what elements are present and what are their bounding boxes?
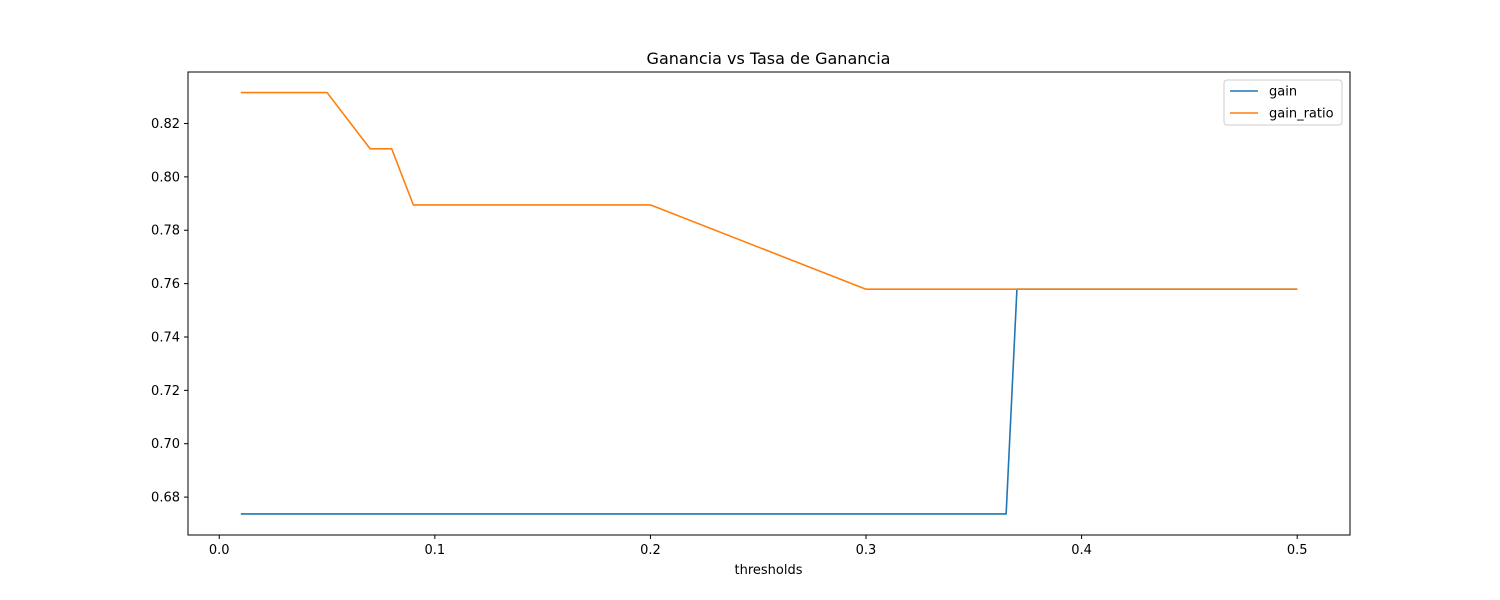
y-tick-label: 0.78 xyxy=(151,224,180,239)
series-line-gain_ratio xyxy=(240,91,1298,291)
x-tick-label: 0.0 xyxy=(209,543,230,558)
x-tick-label: 0.3 xyxy=(856,543,877,558)
chart-title: Ganancia vs Tasa de Ganancia xyxy=(647,49,891,68)
y-tick-label: 0.80 xyxy=(151,170,180,185)
x-tick-label: 0.2 xyxy=(640,543,661,558)
y-tick-label: 0.76 xyxy=(151,277,180,292)
legend-label-gain: gain xyxy=(1269,85,1297,100)
legend: gain gain_ratio xyxy=(1223,79,1343,126)
series-lines xyxy=(240,91,1298,515)
plot-area-frame xyxy=(187,71,1351,536)
y-tick-label: 0.68 xyxy=(151,491,180,506)
x-axis: 0.0 0.1 0.2 0.3 0.4 0.5 xyxy=(209,535,1308,558)
y-tick-label: 0.70 xyxy=(151,437,180,452)
legend-label-gain_ratio: gain_ratio xyxy=(1269,107,1334,122)
y-tick-label: 0.74 xyxy=(151,330,180,345)
series-line-gain xyxy=(240,288,1298,515)
x-tick-label: 0.5 xyxy=(1287,543,1308,558)
x-tick-label: 0.4 xyxy=(1071,543,1092,558)
x-tick-label: 0.1 xyxy=(425,543,446,558)
y-axis: 0.68 0.70 0.72 0.74 0.76 0.78 0.80 0.82 xyxy=(151,117,188,506)
x-axis-label: thresholds xyxy=(735,563,803,578)
y-tick-label: 0.72 xyxy=(151,384,180,399)
y-tick-label: 0.82 xyxy=(151,117,180,132)
